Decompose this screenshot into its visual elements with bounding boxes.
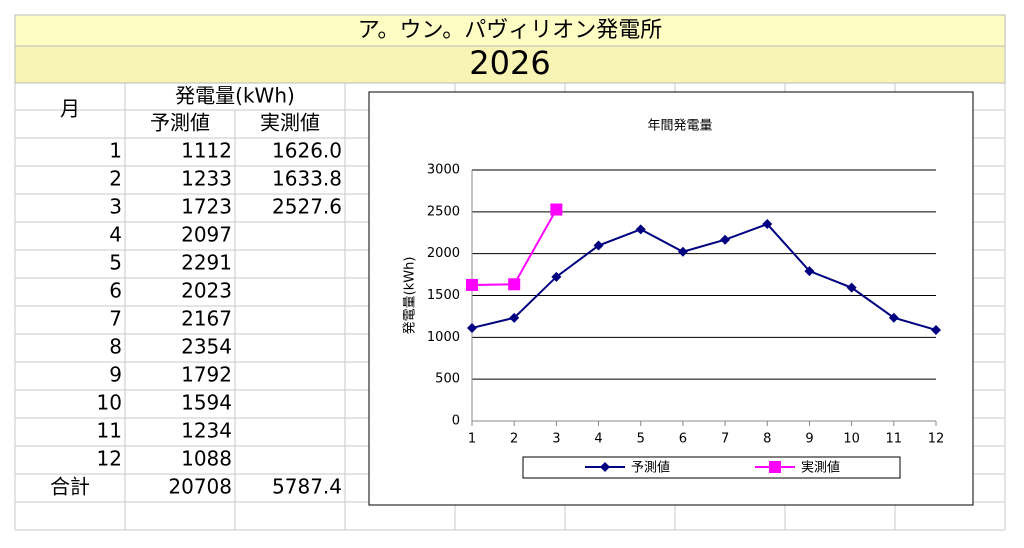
point (769, 461, 781, 473)
chart-title: 年間発電量 (647, 119, 712, 134)
cell: 2167 (181, 307, 232, 331)
point (846, 282, 857, 293)
point (466, 278, 478, 291)
column-header: 予測値 (150, 111, 210, 135)
point (593, 240, 604, 251)
year-cell (14, 45, 1006, 84)
cell: 6 (109, 279, 122, 303)
x-tick-label: 5 (637, 432, 645, 447)
cell: 1633.8 (272, 167, 342, 191)
sheet-title: ア。ウン。パヴィリオン発電所 (358, 18, 662, 43)
point (600, 462, 610, 472)
point (635, 224, 646, 235)
cell: 1723 (181, 195, 232, 219)
x-tick-label: 10 (843, 432, 860, 447)
legend (522, 456, 901, 479)
cell: 4 (109, 223, 122, 247)
cell: 5 (109, 251, 122, 275)
x-tick-label: 6 (679, 432, 687, 447)
y-tick-label: 1500 (427, 288, 460, 303)
series-line (471, 222, 937, 331)
y-tick-label: 1000 (427, 330, 460, 345)
cell: 2 (109, 167, 122, 191)
cell: 3 (109, 195, 122, 219)
point (931, 324, 941, 335)
cell: 1112 (181, 139, 232, 163)
column-header: 実測値 (260, 111, 320, 135)
point (762, 219, 773, 230)
cell: 2291 (181, 251, 232, 275)
x-tick-label: 9 (805, 432, 813, 447)
cell: 8 (109, 335, 122, 359)
legend-label: 予測値 (631, 460, 670, 476)
x-tick-label: 12 (928, 432, 945, 447)
y-axis-label: 発電量(kWh) (403, 257, 418, 335)
point (720, 234, 731, 245)
cell: 7 (109, 307, 122, 331)
y-tick-label: 0 (452, 414, 460, 429)
x-tick-label: 8 (763, 432, 771, 447)
cell: 1234 (181, 419, 232, 443)
cell: 12 (97, 447, 122, 471)
legend-label: 実測値 (801, 460, 840, 476)
month-header: 月 (60, 97, 80, 121)
cell: 1626.0 (272, 139, 342, 163)
cell: 1233 (181, 167, 232, 191)
cell: 9 (109, 363, 122, 387)
cell: 2023 (181, 279, 232, 303)
total-value: 20708 (168, 475, 232, 499)
cell: 10 (97, 391, 122, 415)
point (509, 312, 520, 323)
y-tick-label: 2000 (427, 246, 460, 261)
x-tick-label: 11 (886, 432, 903, 447)
cell: 1792 (181, 363, 232, 387)
y-tick-label: 3000 (427, 163, 460, 178)
x-tick-label: 1 (468, 432, 476, 447)
y-tick-label: 500 (435, 372, 460, 387)
group-header: 発電量(kWh) (175, 84, 295, 108)
chart-area (368, 91, 974, 506)
point (467, 322, 477, 333)
point (508, 278, 521, 291)
point (804, 266, 815, 277)
point (677, 246, 688, 257)
total-label: 合計 (50, 475, 90, 499)
sheet-year: 2026 (469, 44, 550, 82)
x-tick-label: 2 (510, 432, 518, 447)
cell: 1088 (181, 447, 232, 471)
total-value: 5787.4 (272, 475, 342, 499)
y-tick-label: 2500 (427, 204, 460, 219)
cell: 1594 (181, 391, 232, 415)
cell: 2097 (181, 223, 232, 247)
title-cell (14, 14, 1006, 47)
x-tick-label: 4 (594, 432, 602, 447)
x-tick-label: 7 (721, 432, 729, 447)
cell: 2527.6 (272, 195, 342, 219)
cell: 11 (97, 419, 122, 443)
cell: 2354 (181, 335, 232, 359)
cell: 1 (109, 139, 122, 163)
point (551, 271, 562, 282)
x-tick-label: 3 (552, 432, 560, 447)
point (550, 203, 563, 216)
point (888, 312, 899, 323)
